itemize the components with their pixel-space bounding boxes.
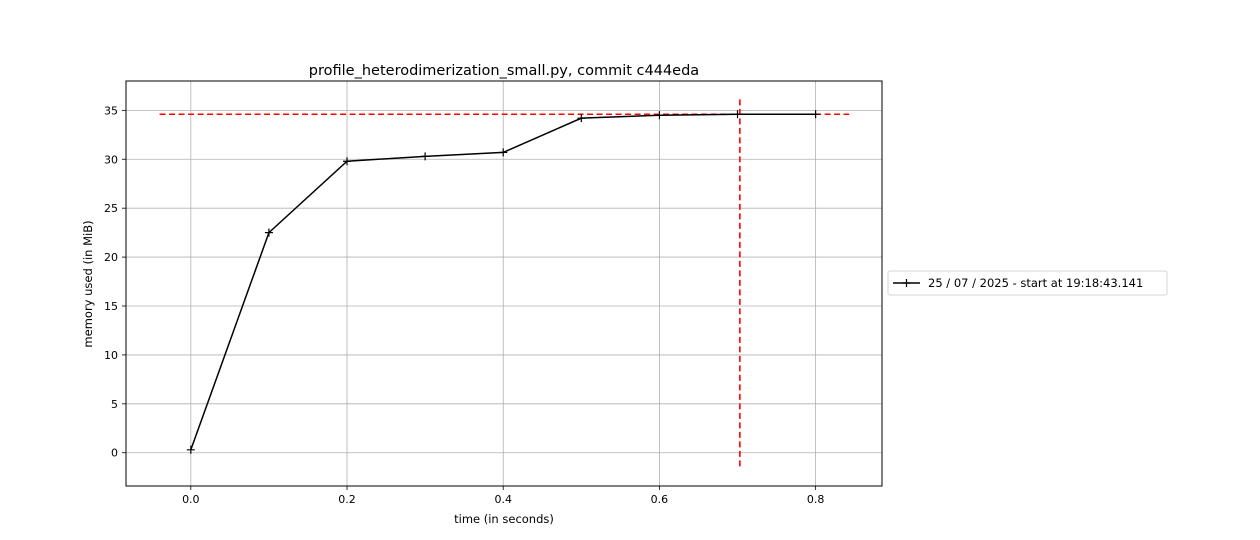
y-axis-ticks: 0 5 10 15 20 25 30 35 — [104, 104, 126, 460]
y-tick-label: 0 — [111, 447, 118, 460]
data-point — [343, 157, 352, 166]
y-tick-label: 30 — [104, 153, 118, 166]
x-tick-label: 0.4 — [494, 493, 512, 506]
chart-title: profile_heterodimerization_small.py, com… — [309, 63, 699, 79]
legend-line-sample — [893, 279, 920, 287]
data-point — [421, 152, 430, 161]
x-axis-ticks: 0.0 0.2 0.4 0.6 0.8 — [182, 486, 824, 506]
x-tick-label: 0.8 — [807, 493, 825, 506]
plot-frame — [125, 80, 883, 487]
data-point — [186, 445, 195, 454]
data-point — [811, 110, 820, 119]
grid-lines — [126, 81, 882, 486]
data-point — [577, 114, 586, 123]
y-tick-label: 5 — [111, 398, 118, 411]
data-point — [733, 110, 742, 119]
data-point — [264, 228, 273, 237]
y-tick-label: 20 — [104, 251, 118, 264]
legend-entry-label: 25 / 07 / 2025 - start at 19:18:43.141 — [928, 276, 1143, 290]
y-tick-label: 25 — [104, 202, 118, 215]
y-tick-label: 35 — [104, 104, 118, 117]
x-tick-label: 0.6 — [651, 493, 669, 506]
series-layer — [186, 110, 820, 454]
x-tick-label: 0.0 — [182, 493, 200, 506]
data-point — [655, 111, 664, 120]
legend-marker — [902, 279, 911, 287]
data-point — [499, 148, 508, 157]
y-tick-label: 10 — [104, 349, 118, 362]
legend-box — [887, 270, 1168, 296]
y-tick-label: 15 — [104, 300, 118, 313]
x-tick-label: 0.2 — [338, 493, 356, 506]
reference-lines — [159, 98, 850, 467]
legend: 25 / 07 / 2025 - start at 19:18:43.141 — [887, 270, 1168, 296]
x-axis-label: time (in seconds) — [454, 512, 554, 526]
y-axis-label: memory used (in MiB) — [81, 220, 95, 347]
